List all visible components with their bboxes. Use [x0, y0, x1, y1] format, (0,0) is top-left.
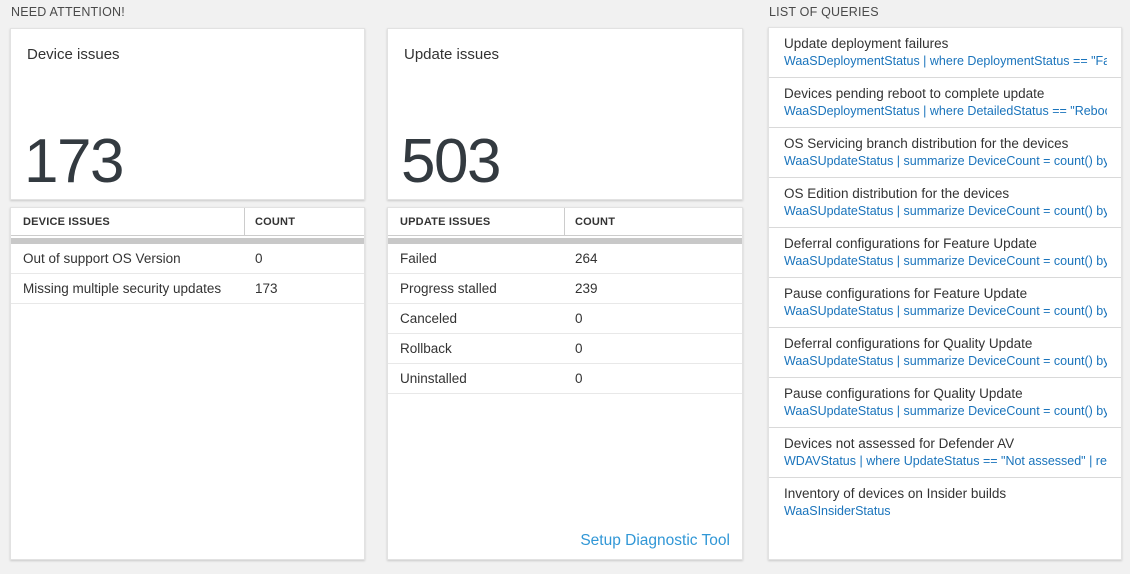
query-link[interactable]: WaaSUpdateStatus | summarize DeviceCount…: [784, 254, 1107, 268]
table-row[interactable]: Progress stalled 239: [388, 274, 742, 304]
update-issues-tile[interactable]: Update issues 503: [387, 28, 743, 200]
row-count: 0: [575, 341, 583, 356]
device-table-header: DEVICE ISSUES COUNT: [11, 208, 364, 236]
update-issues-title: Update issues: [404, 46, 500, 63]
query-item[interactable]: Inventory of devices on Insider builds W…: [769, 478, 1121, 527]
query-link[interactable]: WaaSUpdateStatus | summarize DeviceCount…: [784, 304, 1107, 318]
update-table-header: UPDATE ISSUES COUNT: [388, 208, 742, 236]
need-attention-header: NEED ATTENTION!: [11, 5, 125, 19]
list-of-queries-header: LIST OF QUERIES: [769, 5, 879, 19]
table-scrollbar[interactable]: [388, 238, 742, 244]
count-column-header: COUNT: [575, 215, 616, 228]
row-count: 0: [575, 311, 583, 326]
query-title: OS Edition distribution for the devices: [784, 186, 1010, 201]
row-count: 0: [255, 251, 263, 266]
query-title: Deferral configurations for Feature Upda…: [784, 236, 1037, 251]
table-row[interactable]: Uninstalled 0: [388, 364, 742, 394]
table-row[interactable]: Canceled 0: [388, 304, 742, 334]
row-label: Uninstalled: [400, 371, 467, 386]
query-link[interactable]: WaaSDeploymentStatus | where DetailedSta…: [784, 104, 1107, 118]
queries-list-panel: Update deployment failures WaaSDeploymen…: [768, 27, 1122, 560]
device-issues-table: DEVICE ISSUES COUNT Out of support OS Ve…: [10, 207, 365, 560]
device-issues-column-header: DEVICE ISSUES: [23, 215, 110, 228]
query-link[interactable]: WaaSDeploymentStatus | where DeploymentS…: [784, 54, 1107, 68]
query-link[interactable]: WaaSUpdateStatus | summarize DeviceCount…: [784, 404, 1107, 418]
query-item[interactable]: Deferral configurations for Quality Upda…: [769, 328, 1121, 378]
query-item[interactable]: Pause configurations for Quality Update …: [769, 378, 1121, 428]
update-issues-count: 503: [401, 127, 501, 196]
query-item[interactable]: OS Edition distribution for the devices …: [769, 178, 1121, 228]
device-issues-count: 173: [24, 127, 124, 196]
query-link[interactable]: WaaSUpdateStatus | summarize DeviceCount…: [784, 154, 1107, 168]
query-item[interactable]: Deferral configurations for Feature Upda…: [769, 228, 1121, 278]
row-count: 264: [575, 251, 598, 266]
count-column-header: COUNT: [255, 215, 296, 228]
query-title: Update deployment failures: [784, 36, 949, 51]
row-count: 0: [575, 371, 583, 386]
row-label: Missing multiple security updates: [23, 281, 222, 296]
row-count: 239: [575, 281, 598, 296]
device-issues-title: Device issues: [27, 46, 120, 63]
query-link[interactable]: WaaSUpdateStatus | summarize DeviceCount…: [784, 354, 1107, 368]
query-title: Inventory of devices on Insider builds: [784, 486, 1007, 501]
setup-diagnostic-tool-link[interactable]: Setup Diagnostic Tool: [580, 532, 730, 549]
row-label: Canceled: [400, 311, 458, 326]
update-issues-column-header: UPDATE ISSUES: [400, 215, 491, 228]
row-label: Failed: [400, 251, 437, 266]
table-scrollbar[interactable]: [11, 238, 364, 244]
device-issues-tile[interactable]: Device issues 173: [10, 28, 365, 200]
table-row[interactable]: Out of support OS Version 0: [11, 244, 364, 274]
table-row[interactable]: Missing multiple security updates 173: [11, 274, 364, 304]
query-title: Devices not assessed for Defender AV: [784, 436, 1015, 451]
query-link[interactable]: WaaSInsiderStatus: [784, 504, 891, 518]
row-label: Progress stalled: [400, 281, 497, 296]
query-item[interactable]: Pause configurations for Feature Update …: [769, 278, 1121, 328]
query-item[interactable]: Update deployment failures WaaSDeploymen…: [769, 28, 1121, 78]
query-title: Devices pending reboot to complete updat…: [784, 86, 1045, 101]
query-title: Pause configurations for Feature Update: [784, 286, 1028, 301]
table-row[interactable]: Failed 264: [388, 244, 742, 274]
query-link[interactable]: WaaSUpdateStatus | summarize DeviceCount…: [784, 204, 1107, 218]
query-title: Pause configurations for Quality Update: [784, 386, 1023, 401]
query-item[interactable]: Devices pending reboot to complete updat…: [769, 78, 1121, 128]
query-title: OS Servicing branch distribution for the…: [784, 136, 1069, 151]
table-row[interactable]: Rollback 0: [388, 334, 742, 364]
row-label: Out of support OS Version: [23, 251, 181, 266]
row-label: Rollback: [400, 341, 452, 356]
query-link[interactable]: WDAVStatus | where UpdateStatus == "Not …: [784, 454, 1107, 468]
row-count: 173: [255, 281, 278, 296]
update-issues-table: UPDATE ISSUES COUNT Failed 264 Progress …: [387, 207, 743, 560]
query-item[interactable]: Devices not assessed for Defender AV WDA…: [769, 428, 1121, 478]
query-item[interactable]: OS Servicing branch distribution for the…: [769, 128, 1121, 178]
query-title: Deferral configurations for Quality Upda…: [784, 336, 1033, 351]
